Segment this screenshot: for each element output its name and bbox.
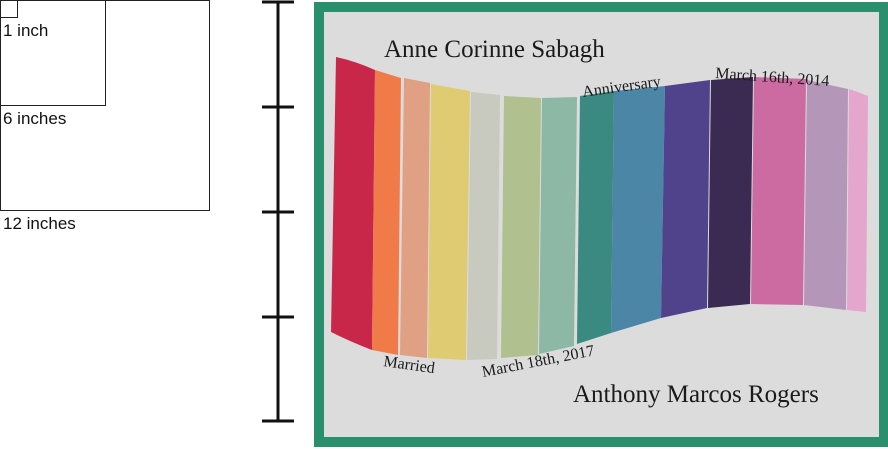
stripe-6 [501, 96, 541, 358]
stripe-8 [577, 91, 614, 344]
stripe-10 [661, 80, 710, 318]
name-top: Anne Corinne Sabagh [384, 36, 605, 63]
stripe-14 [847, 89, 868, 312]
stripe-4 [428, 84, 470, 360]
square-6-inch [0, 0, 106, 106]
square-1-inch [0, 0, 18, 18]
stripe-5 [467, 92, 500, 360]
stripe-7 [539, 97, 577, 354]
stripe-13 [804, 80, 848, 310]
stripe-12 [751, 77, 806, 305]
stripe-2 [372, 70, 401, 355]
label-1-inch: 1 inch [3, 21, 48, 40]
size-legend: 1 inch 6 inches 12 inches [0, 0, 210, 233]
stripe-11 [708, 77, 753, 308]
color-wave [331, 57, 868, 360]
label-12-inches: 12 inches [3, 214, 76, 233]
vertical-ruler [262, 0, 294, 423]
stripe-1 [331, 57, 375, 350]
stripe-9 [611, 86, 665, 333]
stripe-3 [400, 78, 430, 358]
framed-panel: Anne Corinne Sabagh Anniversary March 16… [314, 2, 888, 447]
name-bottom: Anthony Marcos Rogers [573, 381, 819, 408]
label-6-inches: 6 inches [3, 109, 66, 128]
